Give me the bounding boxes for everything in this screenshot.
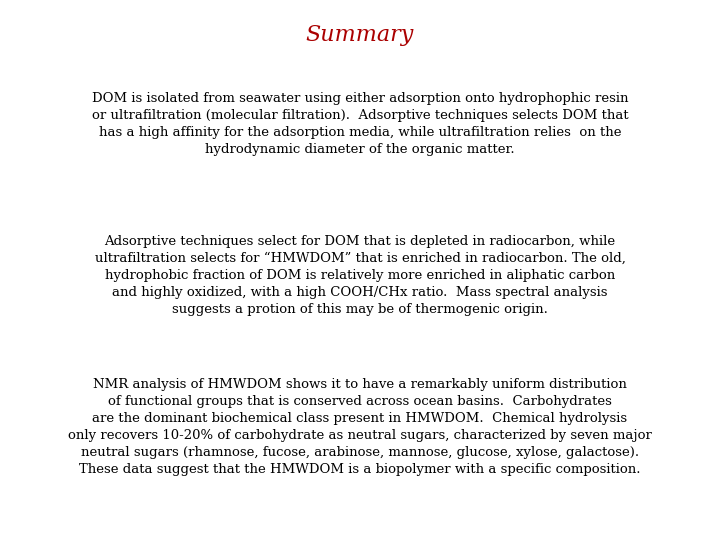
Text: Adsorptive techniques select for DOM that is depleted in radiocarbon, while
ultr: Adsorptive techniques select for DOM tha… <box>94 235 626 316</box>
Text: DOM is isolated from seawater using either adsorption onto hydrophophic resin
or: DOM is isolated from seawater using eith… <box>91 92 629 156</box>
Text: Summary: Summary <box>306 24 414 46</box>
Text: NMR analysis of HMWDOM shows it to have a remarkably uniform distribution
of fun: NMR analysis of HMWDOM shows it to have … <box>68 378 652 476</box>
